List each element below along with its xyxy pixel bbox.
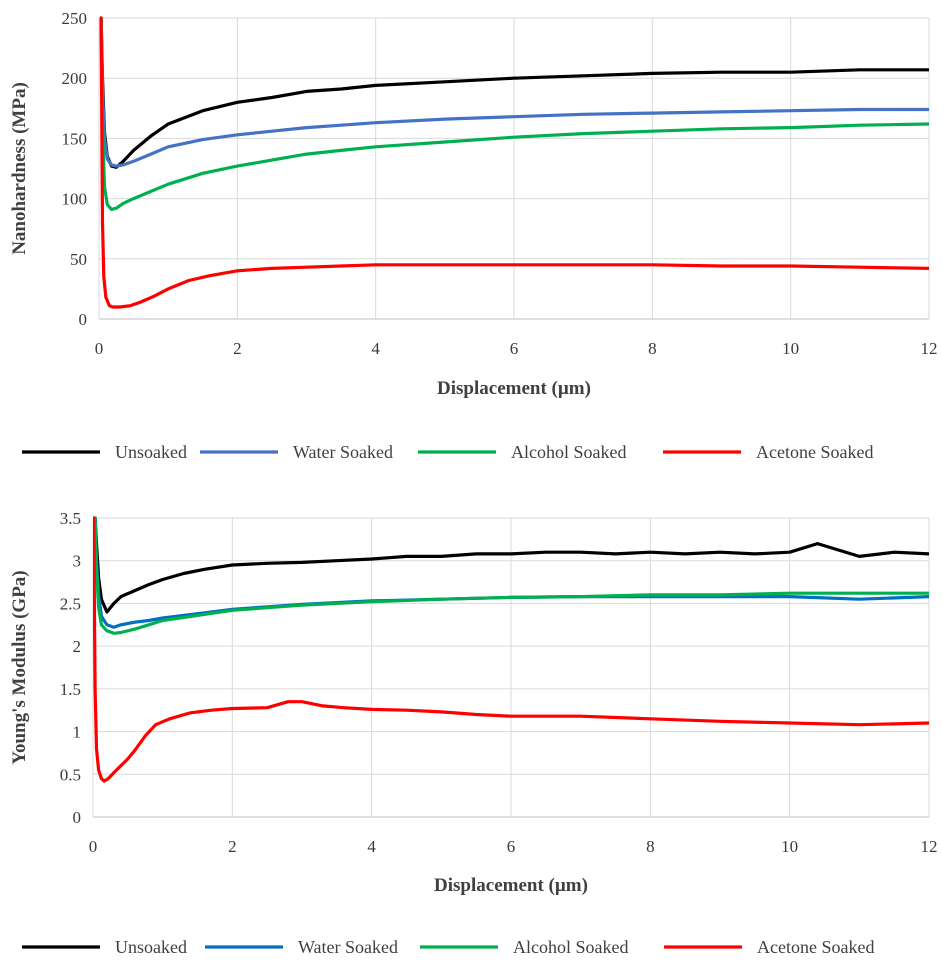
y-tick-label: 2 [73, 637, 82, 656]
y-axis-title: Nanohardness (MPa) [9, 82, 30, 255]
series-line-acetone-soaked [93, 516, 929, 783]
y-axis-title: Young's Modulus (GPa) [9, 570, 30, 764]
legend-label: Water Soaked [298, 937, 398, 957]
legend-item-acetone-soaked: Acetone Soaked [663, 442, 873, 462]
series-line-alcohol-soaked [93, 516, 929, 635]
y-tick-label: 250 [62, 9, 88, 28]
x-tick-label: 0 [89, 837, 98, 856]
x-tick-label: 6 [507, 837, 516, 856]
legend-label: Alcohol Soaked [511, 442, 626, 462]
x-tick-label: 10 [782, 339, 799, 358]
x-tick-label: 6 [510, 339, 519, 358]
y-tick-label: 100 [62, 190, 88, 209]
legend-item-alcohol-soaked: Alcohol Soaked [418, 442, 626, 462]
series-line-water-soaked [99, 16, 929, 168]
legend-item-unsoaked: Unsoaked [22, 937, 187, 957]
x-tick-label: 2 [228, 837, 237, 856]
y-tick-label: 0.5 [60, 765, 81, 784]
youngs-modulus-chart: Displacement (µm) Young's Modulus (GPa) … [9, 509, 938, 957]
series-group [99, 16, 929, 309]
x-tick-label: 4 [371, 339, 380, 358]
x-tick-label: 10 [781, 837, 798, 856]
x-axis-title: Displacement (µm) [434, 875, 588, 896]
x-tick-label: 12 [921, 339, 938, 358]
legend-item-unsoaked: Unsoaked [22, 442, 187, 462]
x-tick-label: 2 [233, 339, 242, 358]
series-line-unsoaked [93, 516, 929, 614]
x-tick-label: 8 [646, 837, 655, 856]
legend-item-acetone-soaked: Acetone Soaked [664, 937, 874, 957]
legend: Unsoaked Water Soaked Alcohol Soaked Aceton… [22, 442, 873, 462]
legend-item-water-soaked: Water Soaked [200, 442, 393, 462]
y-tick-label: 1.5 [60, 680, 81, 699]
y-tick-label: 150 [62, 129, 88, 148]
series-line-unsoaked [99, 16, 929, 169]
x-tick-label: 0 [95, 339, 104, 358]
gridlines [92, 517, 930, 818]
x-tick-label: 8 [648, 339, 657, 358]
y-tick-label: 0 [73, 808, 82, 827]
series-group [93, 516, 929, 783]
legend-label: Alcohol Soaked [513, 937, 628, 957]
legend-item-water-soaked: Water Soaked [205, 937, 398, 957]
y-tick-label: 200 [62, 69, 88, 88]
x-tick-label: 4 [367, 837, 376, 856]
legend-label: Unsoaked [115, 937, 187, 957]
y-tick-label: 2.5 [60, 594, 81, 613]
y-tick-label: 1 [73, 723, 82, 742]
legend-label: Unsoaked [115, 442, 187, 462]
x-tick-label: 12 [921, 837, 938, 856]
x-axis-title: Displacement (µm) [437, 378, 591, 399]
legend-label: Water Soaked [293, 442, 393, 462]
legend-label: Acetone Soaked [756, 442, 873, 462]
legend-item-alcohol-soaked: Alcohol Soaked [420, 937, 628, 957]
series-line-alcohol-soaked [99, 16, 929, 211]
y-tick-label: 50 [70, 250, 87, 269]
y-tick-label: 0 [79, 310, 88, 329]
y-tick-label: 3 [73, 552, 82, 571]
y-tick-label: 3.5 [60, 509, 81, 528]
legend: Unsoaked Water Soaked Alcohol Soaked Aceton… [22, 937, 874, 957]
legend-label: Acetone Soaked [757, 937, 874, 957]
series-line-acetone-soaked [99, 16, 929, 309]
nanohardness-chart: Displacement (µm) Nanohardness (MPa) 0 50… [9, 9, 938, 462]
